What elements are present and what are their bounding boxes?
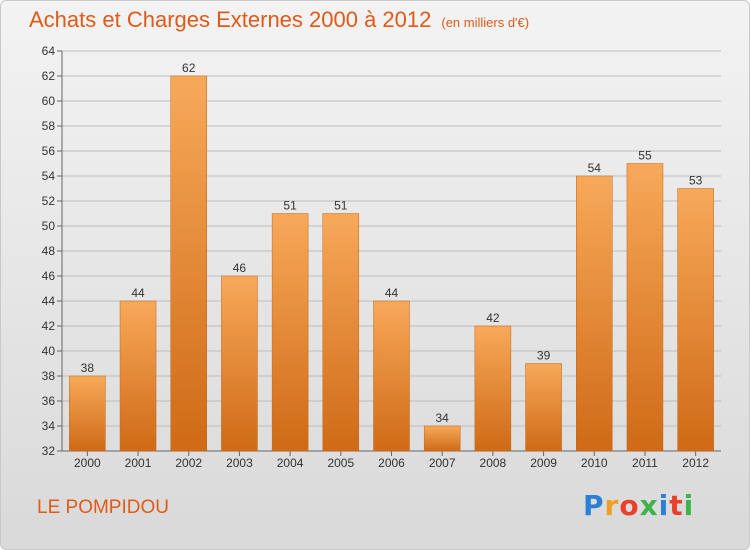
bar-2008 <box>474 325 512 452</box>
x-tick-label-2005: 2005 <box>327 456 354 470</box>
y-tick-label: 54 <box>42 169 56 183</box>
bar-value-label-2005: 51 <box>334 199 348 213</box>
bar-value-label-2002: 62 <box>182 61 196 75</box>
bar-2003 <box>221 275 258 452</box>
x-tick-label-2000: 2000 <box>74 456 101 470</box>
bar-2006 <box>373 300 410 452</box>
logo-letter: o <box>619 489 640 522</box>
y-tick-label: 52 <box>42 194 56 208</box>
y-tick-label: 40 <box>42 344 56 358</box>
bar-value-label-2007: 34 <box>436 411 450 425</box>
bar-2000 <box>69 375 106 452</box>
bars <box>69 75 714 452</box>
bar-value-label-2009: 39 <box>537 349 551 363</box>
x-tick-label-2011: 2011 <box>632 456 658 470</box>
x-tick-label-2002: 2002 <box>175 456 202 470</box>
x-tick-label-2004: 2004 <box>277 456 304 470</box>
y-tick-label: 42 <box>42 319 56 333</box>
chart-title: Achats et Charges Externes 2000 à 2012 (e… <box>29 7 529 33</box>
bar-2005 <box>322 213 360 452</box>
bar-value-label-2011: 55 <box>638 149 652 163</box>
logo-letter: P <box>583 489 605 522</box>
bar-2012 <box>677 188 714 452</box>
bar-value-label-2004: 51 <box>283 199 297 213</box>
bar-2001 <box>119 300 157 452</box>
bar-2010 <box>576 175 613 452</box>
logo-letter: i <box>683 489 695 522</box>
y-tick-label: 38 <box>42 369 56 383</box>
y-tick-label: 44 <box>42 294 56 308</box>
logo-letter: t <box>669 489 684 522</box>
y-tick-label: 64 <box>42 44 56 58</box>
bar-2004 <box>271 213 309 452</box>
chart-subtitle: (en milliers d'€) <box>441 15 530 30</box>
proxiti-logo: Proxiti <box>583 489 694 522</box>
y-tick-label: 60 <box>42 94 56 108</box>
x-tick-label-2001: 2001 <box>125 456 152 470</box>
x-tick-label-2007: 2007 <box>429 456 456 470</box>
bar-2002 <box>170 75 207 452</box>
bar-value-label-2001: 44 <box>131 286 145 300</box>
y-tick-label: 32 <box>42 444 56 458</box>
logo-letter: i <box>658 489 670 522</box>
bar-2007 <box>423 425 461 452</box>
y-tick-label: 58 <box>42 119 56 133</box>
y-tick-label: 62 <box>42 69 56 83</box>
logo-letter: r <box>604 489 620 522</box>
x-tick-label-2003: 2003 <box>226 456 253 470</box>
y-tick-label: 34 <box>42 419 56 433</box>
x-tick-label-2006: 2006 <box>378 456 405 470</box>
y-tick-label: 56 <box>42 144 56 158</box>
bar-value-label-2012: 53 <box>689 174 703 188</box>
y-tick-label: 36 <box>42 394 56 408</box>
y-tick-label: 48 <box>42 244 56 258</box>
x-tick-label-2009: 2009 <box>530 456 557 470</box>
x-tick-label-2008: 2008 <box>480 456 507 470</box>
chart-title-text: Achats et Charges Externes 2000 à 2012 <box>29 7 432 32</box>
bar-value-label-2003: 46 <box>233 261 247 275</box>
bar-value-label-2008: 42 <box>486 311 500 325</box>
bar-2009 <box>525 363 562 452</box>
bar-value-label-2010: 54 <box>588 161 602 175</box>
y-tick-label: 50 <box>42 219 56 233</box>
bar-value-label-2000: 38 <box>81 361 95 375</box>
bar-2011 <box>626 163 664 452</box>
x-tick-label-2010: 2010 <box>581 456 608 470</box>
bar-value-label-2006: 44 <box>385 286 399 300</box>
y-tick-label: 46 <box>42 269 56 283</box>
logo-letter: x <box>639 489 659 522</box>
labels: 38 2000 44 2001 62 2002 46 2003 51 2004 51 2005 44 20… <box>74 61 709 470</box>
commune-name: LE POMPIDOU <box>37 497 169 518</box>
x-tick-label-2012: 2012 <box>682 456 709 470</box>
